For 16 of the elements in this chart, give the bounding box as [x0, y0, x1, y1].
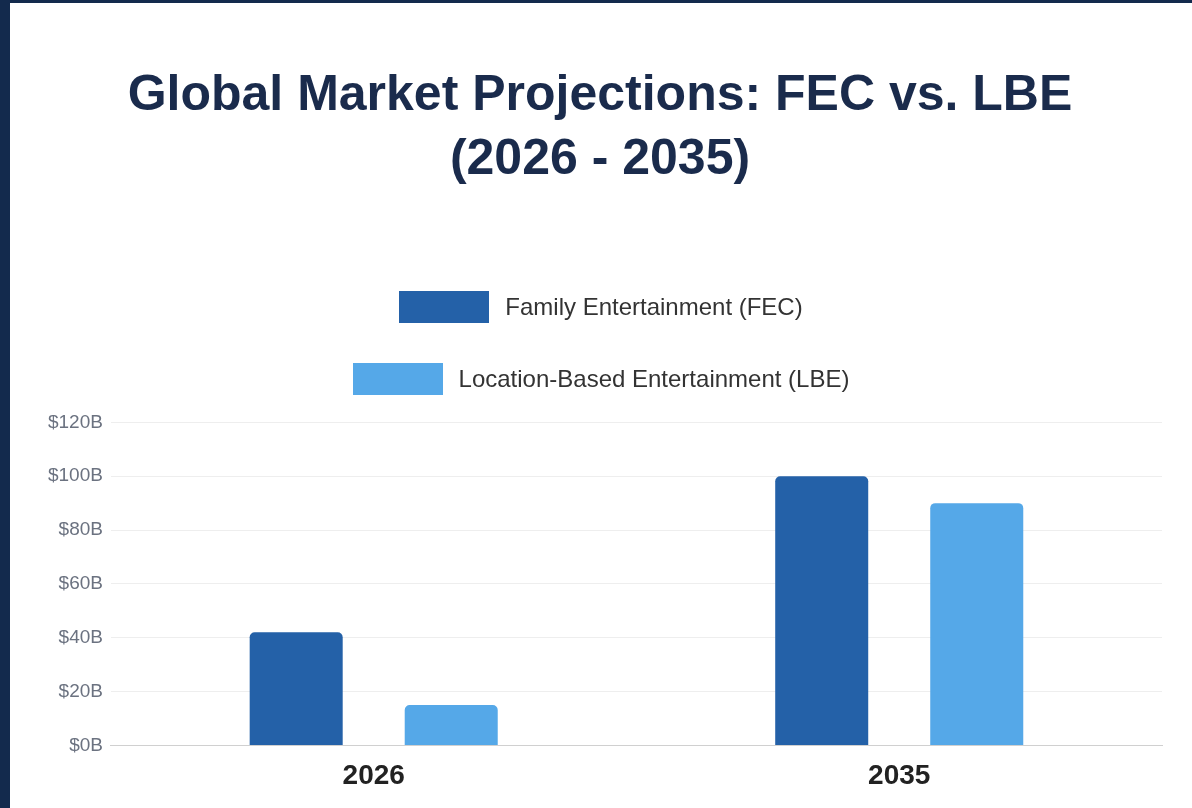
y-tick-label: $120B [47, 410, 103, 432]
y-tick-label: $80B [58, 518, 103, 540]
x-tick-label: 2035 [868, 758, 931, 790]
bar [249, 632, 343, 745]
y-tick-label: $100B [47, 464, 103, 486]
bar [404, 705, 498, 745]
y-tick-label: $60B [58, 572, 103, 594]
y-tick-label: $0B [69, 733, 103, 755]
chart-title: Global Market Projections: FEC vs. LBE (2026 - 2035) [126, 64, 1074, 187]
y-tick-label: $40B [58, 625, 103, 647]
bar [930, 503, 1024, 745]
legend-label: Location-Based Entertainment (LBE) [458, 365, 850, 393]
x-tick-label: 2026 [342, 758, 405, 790]
y-tick-label: $20B [58, 679, 103, 701]
legend-label: Family Entertainment (FEC) [505, 293, 803, 321]
bar [775, 476, 869, 745]
